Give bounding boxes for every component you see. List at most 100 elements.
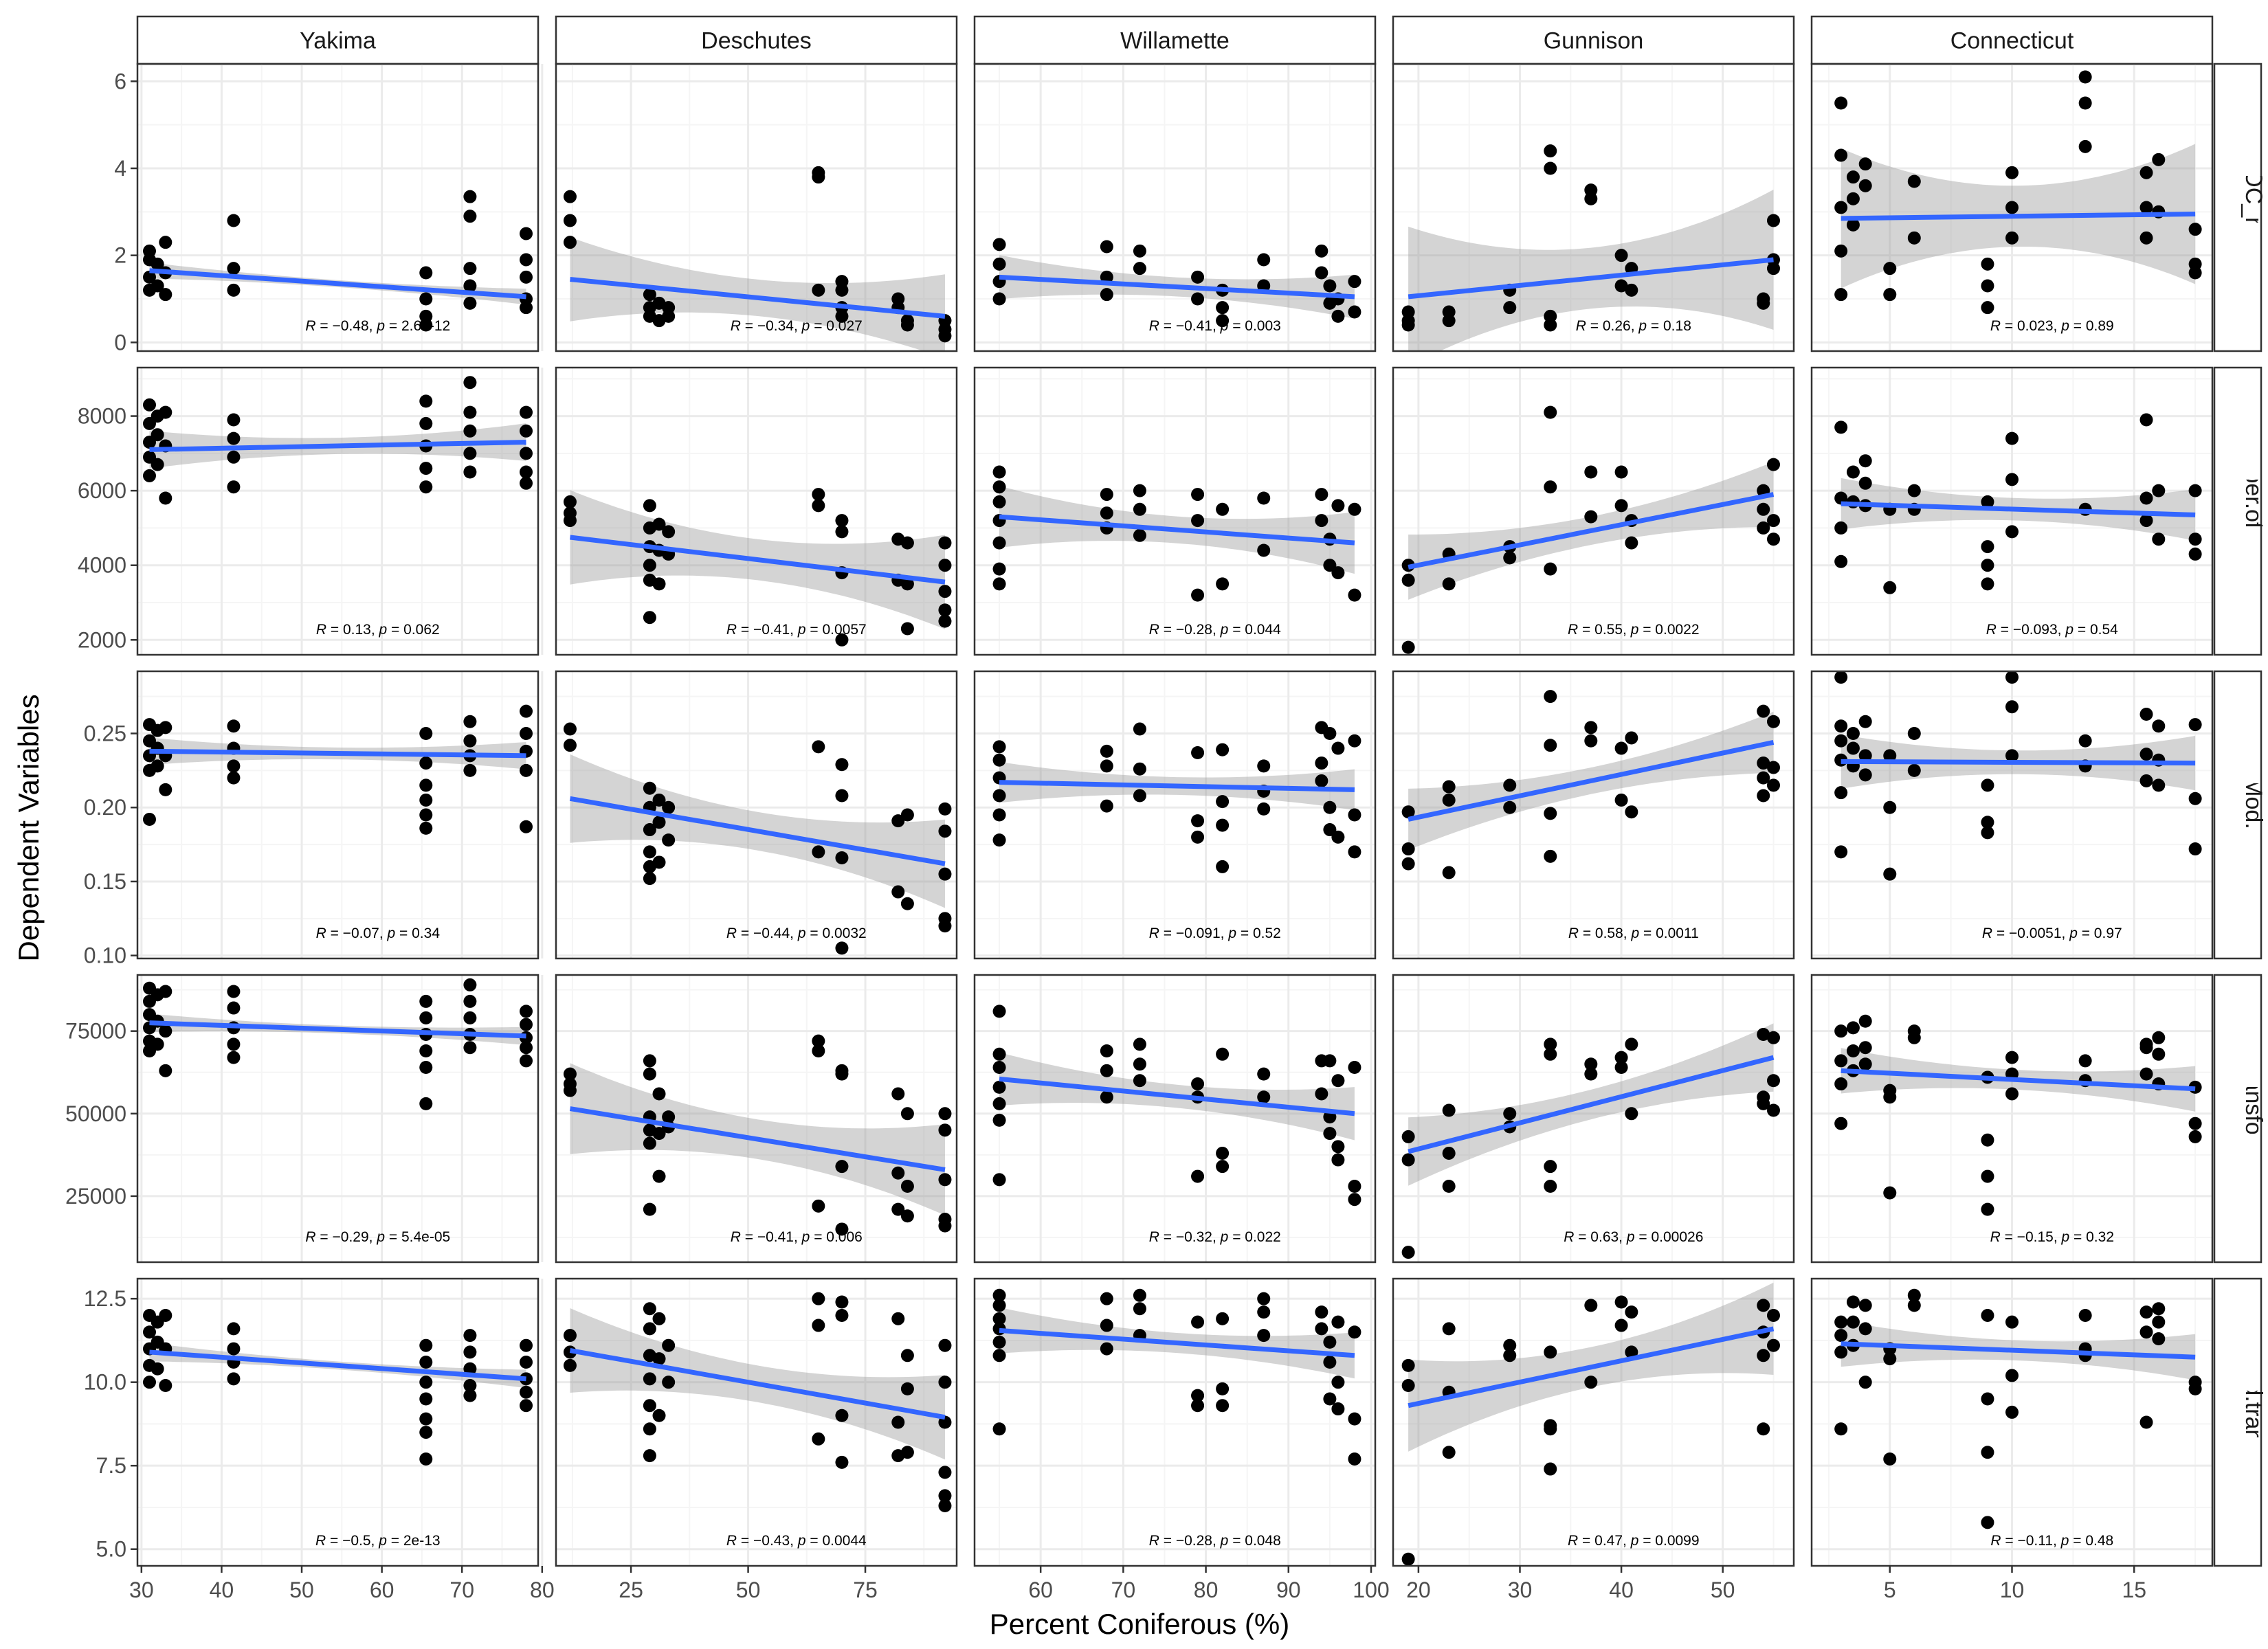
data-point xyxy=(1216,795,1230,809)
regression-line xyxy=(1841,1068,2196,1092)
regression-line xyxy=(1841,212,2196,221)
regression-line xyxy=(1408,492,1775,570)
data-point xyxy=(159,1064,173,1077)
data-point xyxy=(2152,719,2166,733)
data-point xyxy=(1348,1412,1361,1426)
panel-content xyxy=(992,721,1361,873)
y-tick-label: 75000 xyxy=(65,1019,126,1044)
data-point xyxy=(2139,201,2153,214)
column-strip-label: Gunnison xyxy=(1544,28,1644,54)
annotation-part: = −0.07, xyxy=(326,926,388,941)
annotation-part: = 0.52 xyxy=(1236,926,1281,941)
regression-line xyxy=(1841,759,2196,766)
data-point xyxy=(1348,1325,1361,1339)
data-point xyxy=(1625,1037,1638,1051)
data-point xyxy=(2188,547,2202,561)
correlation-annotation: R = 0.63, p = 0.00026 xyxy=(1564,1229,1703,1245)
data-point xyxy=(2005,1315,2019,1329)
column-strip-label: Willamette xyxy=(1120,28,1230,54)
data-point xyxy=(1191,488,1205,502)
annotation-part: = 0.34 xyxy=(395,926,440,941)
data-point xyxy=(1503,800,1517,814)
data-point xyxy=(812,845,825,859)
data-point xyxy=(652,517,666,531)
annotation-part: = −0.41, xyxy=(1159,318,1221,334)
data-point xyxy=(1757,1027,1770,1041)
data-point xyxy=(1981,826,1994,840)
data-point xyxy=(1331,309,1345,323)
data-point xyxy=(1625,1345,1638,1359)
regression-line xyxy=(999,1327,1355,1358)
data-point xyxy=(463,424,477,438)
data-point xyxy=(1858,1014,1872,1028)
data-point xyxy=(835,1222,849,1236)
y-tick-label: 0.25 xyxy=(84,721,126,745)
annotation-part: = −0.44, xyxy=(737,926,798,941)
annotation-part: p xyxy=(376,1229,385,1245)
annotation-part: = −0.41, xyxy=(737,622,798,638)
data-point xyxy=(900,1349,914,1362)
data-point xyxy=(1834,786,1848,800)
annotation-part: = 2e-13 xyxy=(387,1533,441,1549)
data-point xyxy=(1858,1299,1872,1312)
data-point xyxy=(1834,1329,1848,1343)
data-point xyxy=(812,740,825,754)
panel-content xyxy=(1834,1014,2202,1216)
data-point xyxy=(463,1345,477,1359)
data-point xyxy=(643,1136,656,1150)
data-point xyxy=(992,1422,1006,1436)
x-tick-label: 50 xyxy=(289,1578,314,1602)
data-point xyxy=(1846,726,1860,740)
data-point xyxy=(1766,761,1780,774)
data-point xyxy=(835,309,849,323)
annotation-part: p xyxy=(2061,1229,2070,1245)
annotation-part: = 0.044 xyxy=(1228,622,1281,638)
data-point xyxy=(835,941,849,955)
data-point xyxy=(835,1308,849,1322)
annotation-part: R xyxy=(1576,318,1586,334)
data-point xyxy=(1315,1305,1328,1319)
annotation-part: R xyxy=(1986,622,1997,638)
data-point xyxy=(2139,413,2153,427)
data-point xyxy=(2188,1130,2202,1143)
annotation-part: = 5.4e-05 xyxy=(385,1229,450,1245)
data-point xyxy=(992,740,1006,754)
data-point xyxy=(1100,1064,1113,1077)
data-point xyxy=(1858,768,1872,782)
data-point xyxy=(1331,1315,1345,1329)
data-point xyxy=(463,296,477,310)
data-point xyxy=(643,559,656,572)
data-point xyxy=(2005,166,2019,179)
data-point xyxy=(1216,1047,1230,1061)
data-point xyxy=(835,1409,849,1422)
panel-border xyxy=(1810,63,2214,352)
panel-border xyxy=(1810,974,2214,1264)
annotation-part: p xyxy=(2060,1533,2069,1549)
data-point xyxy=(1544,480,1557,494)
data-point xyxy=(1614,249,1628,262)
data-point xyxy=(662,309,676,323)
data-point xyxy=(1401,640,1415,654)
data-point xyxy=(652,1312,666,1325)
annotation-part: = 0.18 xyxy=(1647,318,1691,334)
data-point xyxy=(1858,715,1872,728)
data-point xyxy=(992,465,1006,479)
x-axis-title: Percent Coniferous (%) xyxy=(990,1608,1290,1640)
data-point xyxy=(1315,488,1328,502)
data-point xyxy=(992,480,1006,494)
y-tick-label: 8000 xyxy=(78,404,126,429)
data-point xyxy=(2078,139,2092,153)
data-point xyxy=(2188,266,2202,280)
annotation-part: p xyxy=(797,926,806,941)
data-point xyxy=(1625,1107,1638,1121)
annotation-part: p xyxy=(2069,926,2078,941)
data-point xyxy=(1883,800,1897,814)
data-point xyxy=(520,1399,533,1413)
data-point xyxy=(151,279,164,293)
data-point xyxy=(419,1097,433,1110)
data-point xyxy=(1544,562,1557,576)
data-point xyxy=(1614,499,1628,513)
correlation-annotation: R = 0.55, p = 0.0022 xyxy=(1568,622,1700,638)
panel-content xyxy=(563,166,952,351)
panel-border xyxy=(973,63,1377,352)
